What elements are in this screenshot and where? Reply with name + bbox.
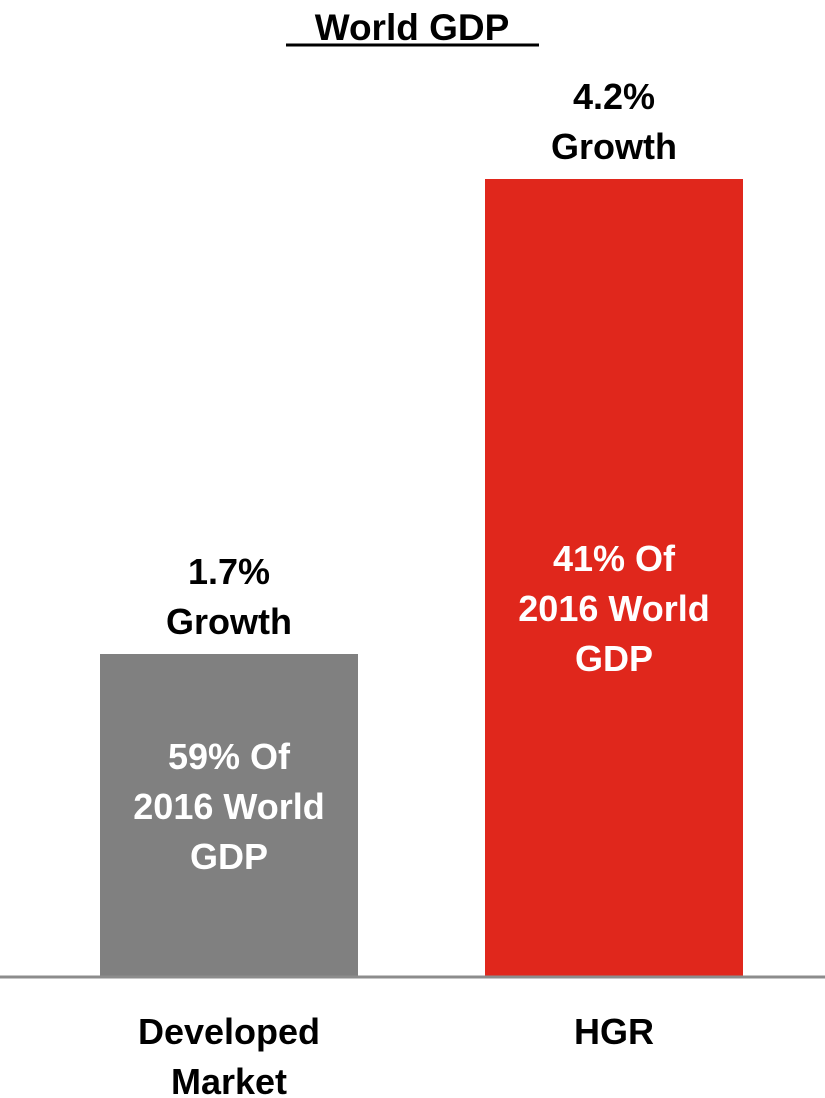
- bar-share-label: GDP: [190, 836, 268, 877]
- bar-share-label: 59% Of: [168, 736, 291, 777]
- bar-2: [485, 179, 743, 977]
- x-tick-label: Developed: [138, 1011, 320, 1052]
- bar-share-label: GDP: [575, 638, 653, 679]
- bars-layer: [100, 179, 743, 977]
- bar-growth-label: 4.2%: [573, 76, 655, 117]
- bar-share-label: 41% Of: [553, 538, 676, 579]
- labels-layer: 1.7% Growth 59% Of 2016 World GDP Developed Ma…: [133, 76, 709, 1098]
- bar-growth-label: 1.7%: [188, 551, 270, 592]
- bar-growth-label: Growth: [166, 601, 292, 642]
- bar-share-label: 2016 World: [133, 786, 324, 827]
- x-tick-label: Market: [171, 1061, 287, 1098]
- chart-title: World GDP: [315, 7, 510, 48]
- bar-share-label: 2016 World: [518, 588, 709, 629]
- x-tick-label: HGR: [574, 1011, 654, 1052]
- bar-growth-label: Growth: [551, 126, 677, 167]
- bar-1: [100, 654, 358, 977]
